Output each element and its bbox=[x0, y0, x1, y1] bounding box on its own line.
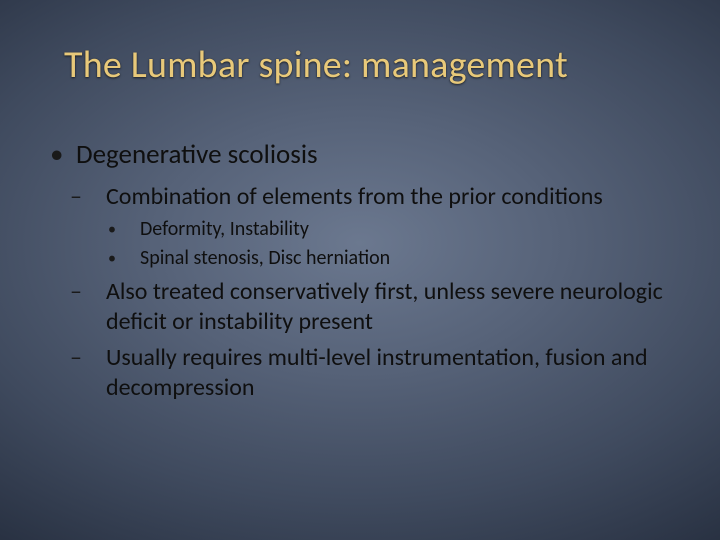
bullet-l2: Also treated conservatively first, unles… bbox=[50, 277, 680, 337]
bullet-l2-text: Also treated conservatively first, unles… bbox=[106, 277, 663, 336]
bullet-l3-text: Deformity, Instability bbox=[140, 217, 309, 241]
bullet-l3: Spinal stenosis, Disc herniation bbox=[50, 245, 680, 271]
bullet-l1-text: Degenerative scoliosis bbox=[76, 138, 318, 171]
slide-title: The Lumbar spine: management bbox=[64, 42, 680, 88]
bullet-l2: Usually requires multi-level instrumenta… bbox=[50, 343, 680, 403]
bullet-l1: Degenerative scoliosis bbox=[50, 138, 680, 172]
bullet-l2-text: Usually requires multi-level instrumenta… bbox=[106, 343, 648, 402]
slide-body: Degenerative scoliosis Combination of el… bbox=[50, 138, 680, 407]
bullet-l3: Deformity, Instability bbox=[50, 216, 680, 242]
bullet-l2-text: Combination of elements from the prior c… bbox=[106, 182, 603, 211]
bullet-l2: Combination of elements from the prior c… bbox=[50, 182, 680, 212]
bullet-l3-text: Spinal stenosis, Disc herniation bbox=[140, 246, 390, 270]
slide: The Lumbar spine: management Degenerativ… bbox=[0, 0, 720, 540]
